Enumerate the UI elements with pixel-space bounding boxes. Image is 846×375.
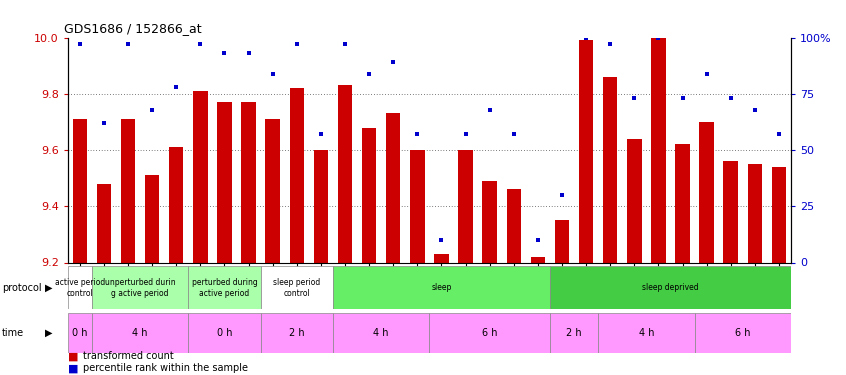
Bar xyxy=(651,38,666,262)
Text: 2 h: 2 h xyxy=(289,328,305,338)
Text: percentile rank within the sample: percentile rank within the sample xyxy=(83,363,248,373)
Text: time: time xyxy=(2,328,24,338)
Text: ■: ■ xyxy=(68,363,78,373)
Point xyxy=(73,41,86,47)
Bar xyxy=(410,150,425,262)
Bar xyxy=(386,113,400,262)
Bar xyxy=(91,266,188,309)
Text: 0 h: 0 h xyxy=(72,328,87,338)
Text: ▶: ▶ xyxy=(45,328,52,338)
Text: active period
control: active period control xyxy=(55,278,105,297)
Bar xyxy=(772,167,786,262)
Bar xyxy=(188,313,261,352)
Bar xyxy=(145,175,159,262)
Point xyxy=(242,50,255,56)
Point xyxy=(169,84,183,90)
Text: sleep: sleep xyxy=(431,284,452,292)
Point xyxy=(628,95,641,101)
Point xyxy=(387,59,400,65)
Bar xyxy=(723,161,738,262)
Bar xyxy=(73,119,87,262)
Bar xyxy=(627,139,641,262)
Text: ▶: ▶ xyxy=(45,283,52,293)
Bar xyxy=(217,102,232,262)
Bar xyxy=(429,313,550,352)
Bar xyxy=(96,184,111,262)
Text: GDS1686 / 152866_at: GDS1686 / 152866_at xyxy=(64,22,201,35)
Bar xyxy=(675,144,689,262)
Point xyxy=(410,131,424,137)
Text: 2 h: 2 h xyxy=(566,328,582,338)
Bar xyxy=(434,254,448,262)
Point xyxy=(555,192,569,198)
Text: 6 h: 6 h xyxy=(482,328,497,338)
Bar xyxy=(507,189,521,262)
Point xyxy=(676,95,689,101)
Point xyxy=(459,131,472,137)
Bar xyxy=(748,164,762,262)
Bar xyxy=(261,313,333,352)
Point xyxy=(97,120,111,126)
Text: perturbed during
active period: perturbed during active period xyxy=(191,278,257,297)
Point xyxy=(507,131,520,137)
Bar xyxy=(482,181,497,262)
Point xyxy=(772,131,786,137)
Text: 4 h: 4 h xyxy=(132,328,148,338)
Bar xyxy=(333,266,550,309)
Point xyxy=(724,95,738,101)
Bar xyxy=(695,313,791,352)
Bar xyxy=(261,266,333,309)
Text: 4 h: 4 h xyxy=(639,328,654,338)
Bar xyxy=(362,128,376,262)
Text: sleep period
control: sleep period control xyxy=(273,278,321,297)
Bar xyxy=(598,313,695,352)
Bar xyxy=(68,266,91,309)
Text: transformed count: transformed count xyxy=(83,351,173,361)
Point xyxy=(748,106,761,112)
Point xyxy=(338,41,352,47)
Point xyxy=(531,237,545,243)
Point xyxy=(580,34,593,40)
Bar xyxy=(314,150,328,262)
Text: 6 h: 6 h xyxy=(735,328,750,338)
Bar xyxy=(550,313,598,352)
Bar xyxy=(550,266,791,309)
Point xyxy=(121,41,135,47)
Point xyxy=(266,70,279,76)
Bar xyxy=(700,122,714,262)
Bar xyxy=(91,313,188,352)
Text: 0 h: 0 h xyxy=(217,328,232,338)
Text: unperturbed durin
g active period: unperturbed durin g active period xyxy=(105,278,175,297)
Bar xyxy=(333,313,429,352)
Point xyxy=(483,106,497,112)
Point xyxy=(314,131,327,137)
Bar xyxy=(266,119,280,262)
Bar xyxy=(555,220,569,262)
Bar xyxy=(338,86,352,262)
Bar xyxy=(241,102,255,262)
Bar xyxy=(188,266,261,309)
Text: sleep deprived: sleep deprived xyxy=(642,284,699,292)
Point xyxy=(603,41,617,47)
Point xyxy=(700,70,713,76)
Bar xyxy=(68,313,91,352)
Bar xyxy=(579,40,593,262)
Bar xyxy=(169,147,184,262)
Point xyxy=(194,41,207,47)
Point xyxy=(362,70,376,76)
Bar xyxy=(289,88,304,262)
Point xyxy=(435,237,448,243)
Bar xyxy=(193,91,207,262)
Text: protocol: protocol xyxy=(2,283,41,293)
Text: 4 h: 4 h xyxy=(373,328,389,338)
Text: ■: ■ xyxy=(68,351,78,361)
Point xyxy=(290,41,304,47)
Point xyxy=(146,106,159,112)
Bar xyxy=(603,77,618,262)
Point xyxy=(217,50,231,56)
Bar xyxy=(530,257,545,262)
Bar xyxy=(459,150,473,262)
Point xyxy=(651,34,665,40)
Bar xyxy=(121,119,135,262)
